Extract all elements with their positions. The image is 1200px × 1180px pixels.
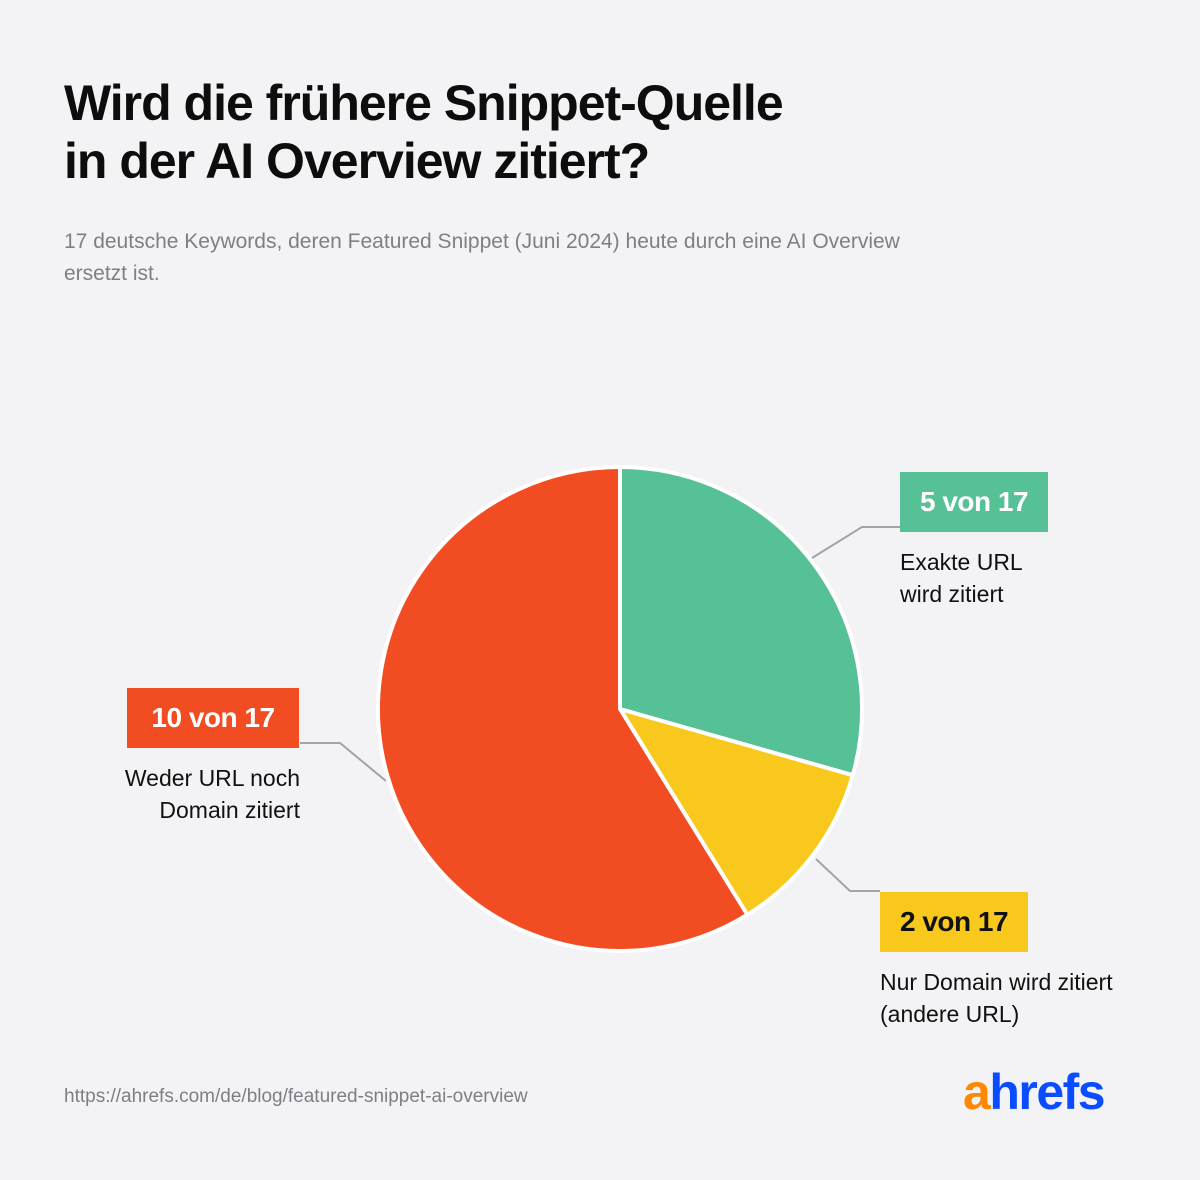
pie-slices (376, 465, 864, 953)
ahrefs-logo: ahrefs (963, 1062, 1106, 1122)
badge-none: 10 von 17 (127, 688, 299, 748)
leader-line-domain-only (815, 858, 880, 892)
slice-domain-only (618, 707, 855, 917)
chart-subtitle-line-1: 17 deutsche Keywords, deren Featured Sni… (64, 230, 900, 253)
label-domain-only-line-2: (andere URL) (880, 1001, 1020, 1027)
logo-part-a: a (963, 1064, 991, 1120)
chart-title-line-1: Wird die frühere Snippet-Quelle (64, 75, 784, 131)
source-url: https://ahrefs.com/de/blog/featured-snip… (64, 1086, 528, 1107)
label-none: Weder URL noch Domain zitiert (60, 762, 300, 826)
chart-subtitle: 17 deutsche Keywords, deren Featured Sni… (64, 226, 1074, 290)
slice-exact-url (618, 465, 864, 778)
label-exact-url-line-1: Exakte URL (900, 549, 1023, 575)
leader-line-exact-url (811, 526, 900, 559)
chart-title-line-2: in der AI Overview zitiert? (64, 133, 650, 189)
logo-part-hrefs: hrefs (989, 1064, 1105, 1120)
leader-lines (300, 526, 900, 892)
label-exact-url-line-2: wird zitiert (900, 581, 1004, 607)
label-domain-only: Nur Domain wird zitiert (andere URL) (880, 966, 1113, 1030)
label-none-line-2: Domain zitiert (159, 797, 300, 823)
chart-title: Wird die frühere Snippet-Quelle in der A… (64, 74, 1064, 190)
leader-line-none (300, 742, 387, 782)
slice-none (376, 465, 750, 953)
label-exact-url: Exakte URL wird zitiert (900, 546, 1023, 610)
badge-domain-only: 2 von 17 (880, 892, 1029, 952)
label-domain-only-line-1: Nur Domain wird zitiert (880, 969, 1113, 995)
badge-exact-url: 5 von 17 (900, 472, 1049, 532)
chart-subtitle-line-2: ersetzt ist. (64, 262, 160, 285)
label-none-line-1: Weder URL noch (124, 765, 300, 791)
